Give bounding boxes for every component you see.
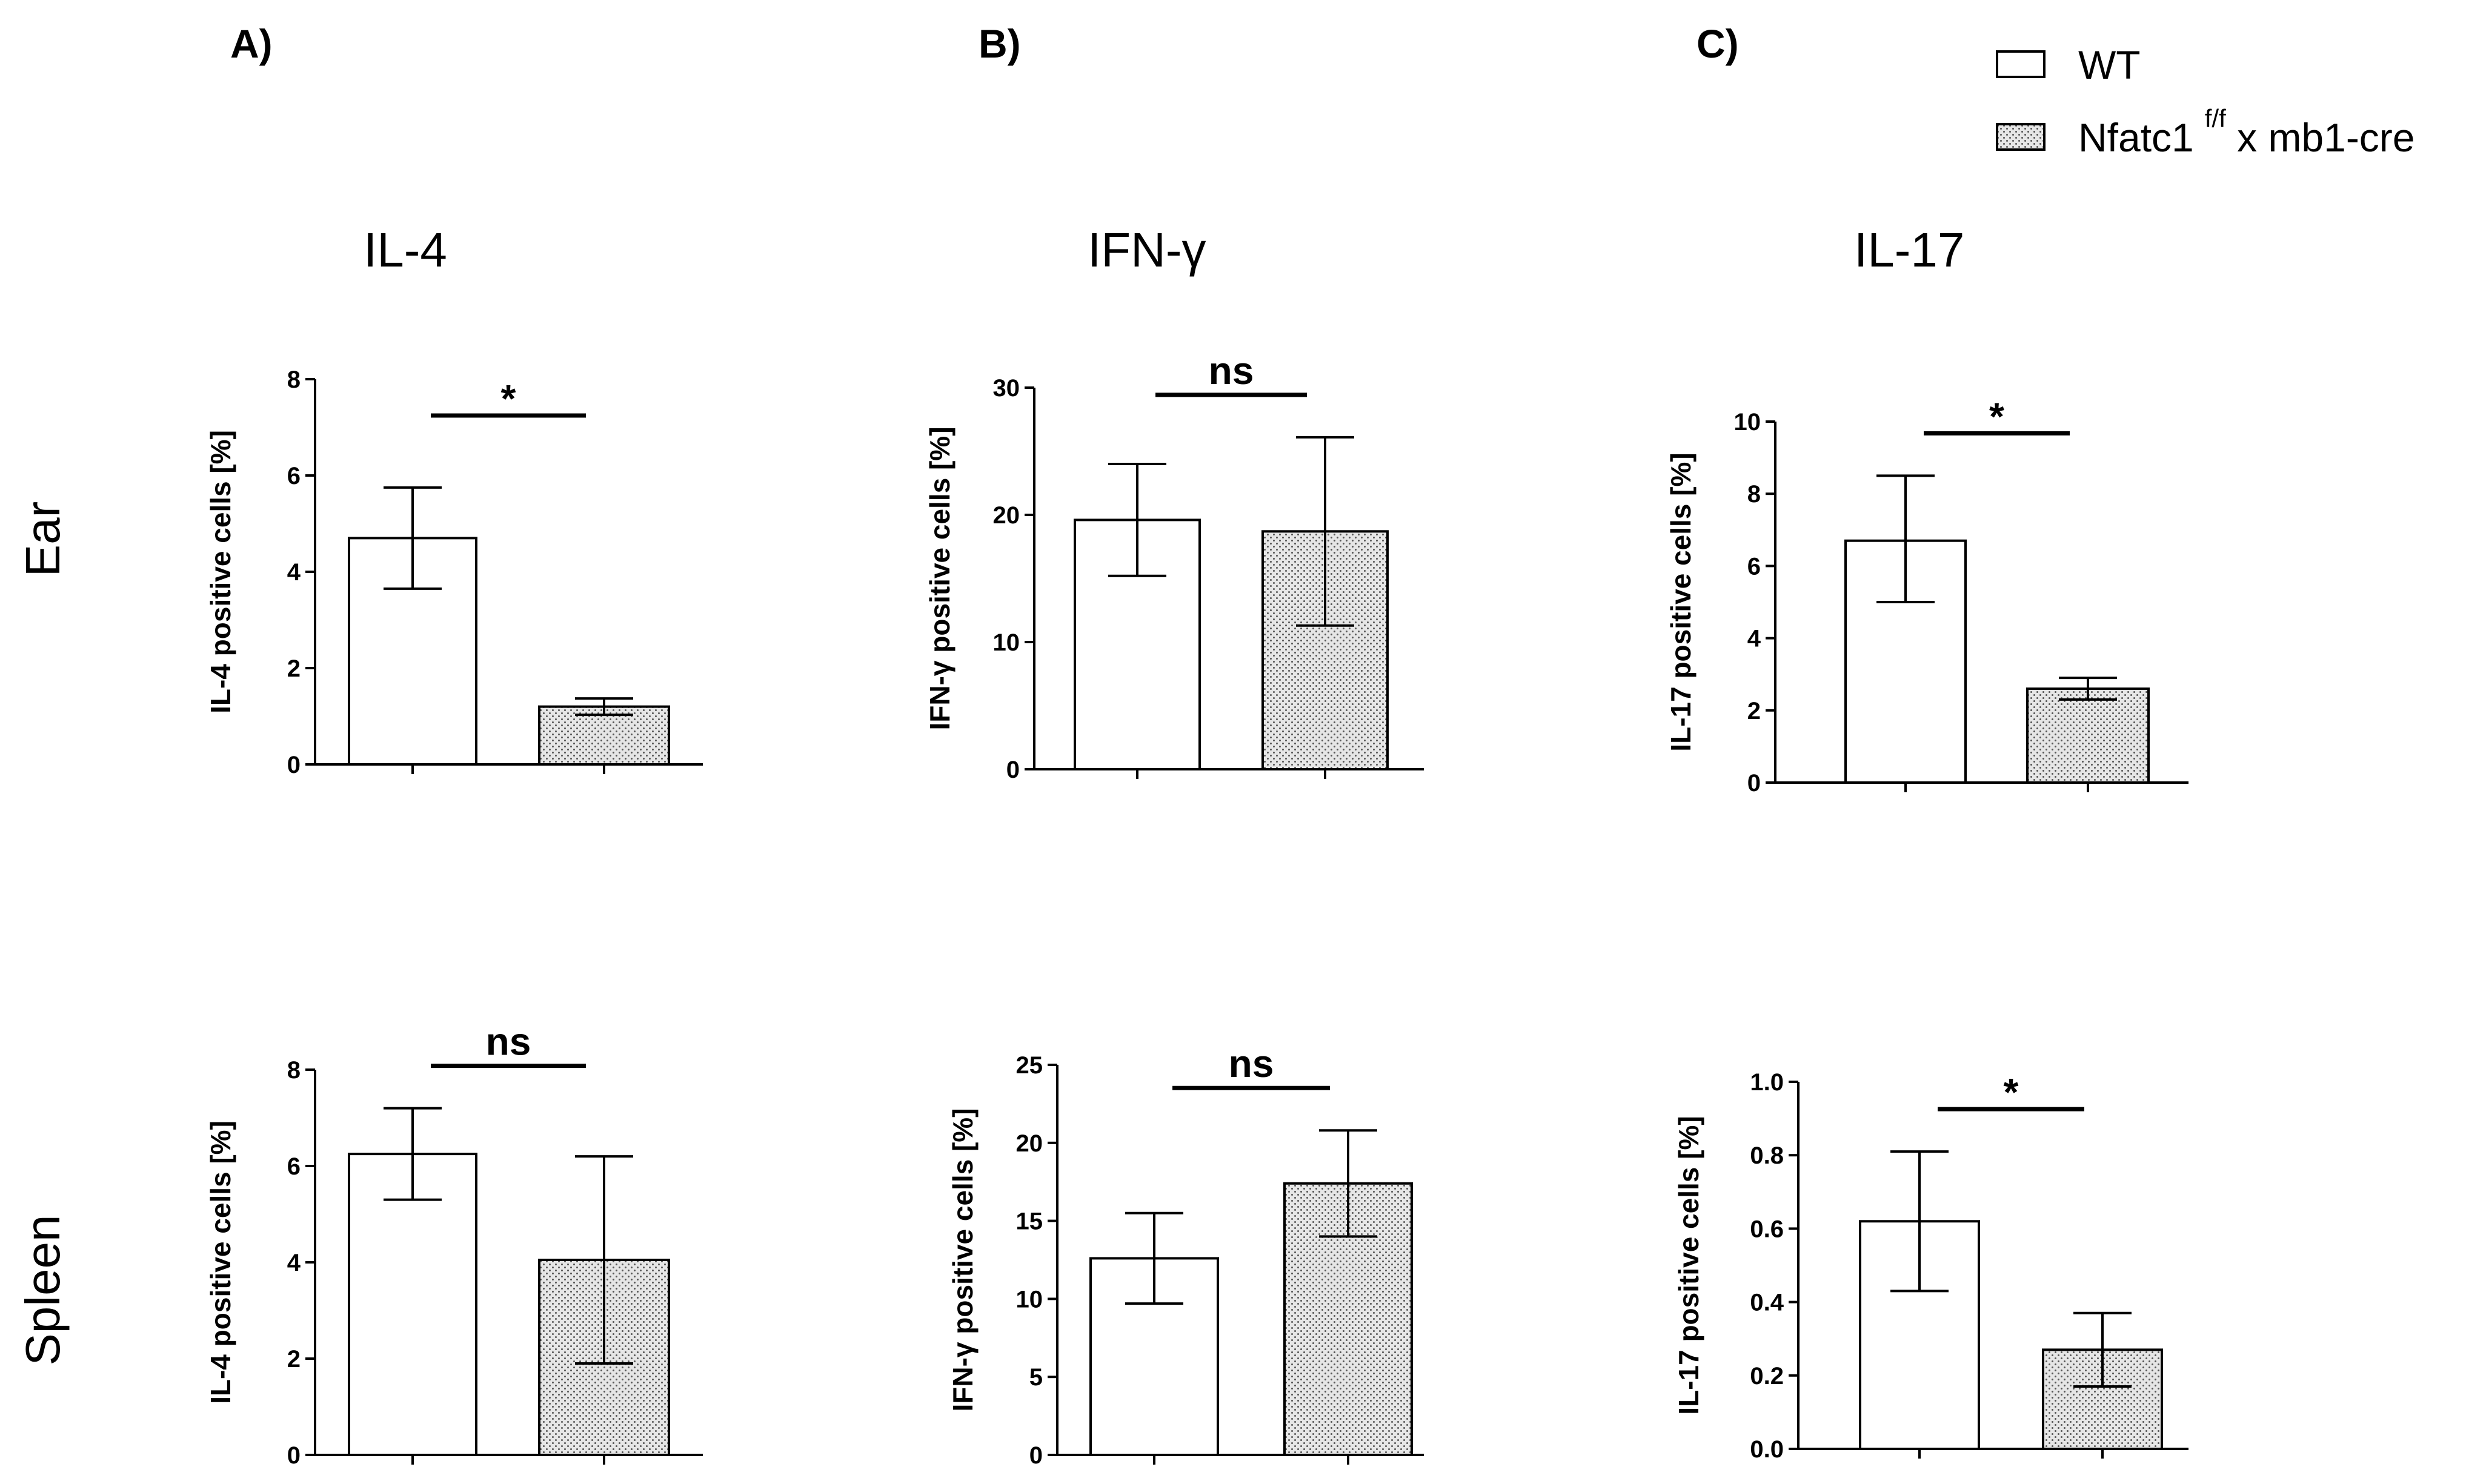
y-tick-label: 0 xyxy=(1747,770,1761,797)
significance-label: ns xyxy=(1229,1042,1274,1085)
error-bar xyxy=(1319,1129,1377,1238)
chart-spleen-il17: 0.0 0.2 0.4 0.6 0.8 1.0 IL-17 positive cells [… xyxy=(1673,1069,2188,1463)
error-bar xyxy=(2073,1311,2132,1388)
column-title-il17: IL-17 xyxy=(1854,223,1964,277)
y-tick-label: 6 xyxy=(1747,553,1761,580)
legend: WT Nfatc1 f/f x mb1-cre xyxy=(1996,42,2415,160)
chart-ear-il4: 0 2 4 6 8 IL-4 positive cells [%] * xyxy=(205,366,703,778)
y-tick-label: 8 xyxy=(287,1057,301,1084)
y-tick-label: 0 xyxy=(287,1442,301,1469)
error-bar xyxy=(384,486,442,590)
y-axis-title: IFN-γ positive cells [%] xyxy=(924,426,955,730)
y-tick-label: 30 xyxy=(993,375,1020,402)
bar-wt xyxy=(348,1153,477,1456)
panel-letter-c: C) xyxy=(1697,21,1739,66)
panel-letter-a: A) xyxy=(230,21,273,66)
error-bar xyxy=(2059,677,2117,701)
y-tick-label: 20 xyxy=(993,502,1020,529)
y-axis-title: IL-17 positive cells [%] xyxy=(1665,452,1697,751)
y-tick-label: 15 xyxy=(1016,1208,1043,1235)
y-tick-label: 2 xyxy=(287,655,301,682)
column-title-il4: IL-4 xyxy=(364,223,447,277)
legend-label-ko: Nfatc1 f/f x mb1-cre xyxy=(2078,104,2415,160)
row-label-spleen: Spleen xyxy=(16,1214,70,1365)
y-tick-label: 8 xyxy=(1747,481,1761,508)
significance-label: * xyxy=(2004,1070,2019,1114)
y-tick-label: 0 xyxy=(1006,757,1020,783)
y-tick-label: 1.0 xyxy=(1750,1069,1784,1096)
chart-spleen-ifng: 0 5 10 15 20 25 IFN-γ positive cells [%] ns xyxy=(947,1042,1424,1469)
y-tick-label: 10 xyxy=(1016,1286,1043,1313)
y-tick-label: 4 xyxy=(1747,626,1761,652)
bar-nfatc1-ko xyxy=(2026,687,2150,784)
legend-swatch-ko xyxy=(1996,123,2046,151)
y-tick-label: 0.6 xyxy=(1750,1216,1784,1242)
error-bar xyxy=(1296,436,1354,627)
y-tick-label: 8 xyxy=(287,366,301,393)
error-bar xyxy=(1125,1211,1183,1305)
error-bar xyxy=(575,697,633,717)
y-tick-label: 0.0 xyxy=(1750,1436,1784,1463)
chart-spleen-il4: 0 2 4 6 8 IL-4 positive cells [%] ns xyxy=(205,1020,703,1469)
error-bar xyxy=(1890,1150,1949,1293)
y-tick-label: 5 xyxy=(1029,1364,1043,1391)
error-bar xyxy=(1108,463,1166,577)
chart-ear-ifng: 0 10 20 30 IFN-γ positive cells [%] ns xyxy=(924,349,1424,783)
y-axis-title: IL-4 positive cells [%] xyxy=(205,430,236,714)
y-tick-label: 0 xyxy=(1029,1442,1043,1469)
y-axis-title: IL-17 positive cells [%] xyxy=(1673,1116,1704,1414)
error-bar xyxy=(575,1155,633,1365)
y-tick-label: 25 xyxy=(1016,1052,1043,1079)
y-axis-title: IFN-γ positive cells [%] xyxy=(947,1108,979,1411)
bar-nfatc1-ko xyxy=(538,705,670,766)
y-axis-title: IL-4 positive cells [%] xyxy=(205,1121,236,1404)
significance-label: * xyxy=(501,377,516,420)
column-title-ifng: IFN-γ xyxy=(1088,223,1206,277)
y-tick-label: 0.4 xyxy=(1750,1290,1784,1316)
error-bar xyxy=(1876,474,1935,603)
y-tick-label: 2 xyxy=(1747,698,1761,724)
legend-label-wt: WT xyxy=(2078,42,2141,87)
panel-letter-b: B) xyxy=(979,21,1021,66)
y-tick-label: 0 xyxy=(287,752,301,778)
y-tick-label: 6 xyxy=(287,463,301,489)
y-tick-label: 20 xyxy=(1016,1130,1043,1157)
legend-swatch-wt xyxy=(1996,50,2046,78)
y-tick-label: 10 xyxy=(1734,409,1761,436)
y-tick-label: 10 xyxy=(993,629,1020,656)
y-tick-label: 2 xyxy=(287,1346,301,1373)
significance-label: ns xyxy=(486,1020,531,1064)
y-tick-label: 4 xyxy=(287,559,301,586)
y-tick-label: 4 xyxy=(287,1250,301,1276)
significance-label: ns xyxy=(1209,349,1254,393)
y-tick-label: 0.8 xyxy=(1750,1142,1784,1169)
error-bar xyxy=(384,1107,442,1201)
chart-ear-il17: 0 2 4 6 8 10 IL-17 positive cells [%] * xyxy=(1665,394,2188,797)
significance-label: * xyxy=(1989,394,2004,438)
y-tick-label: 0.2 xyxy=(1750,1363,1784,1390)
y-tick-label: 6 xyxy=(287,1153,301,1180)
row-label-ear: Ear xyxy=(16,502,70,577)
